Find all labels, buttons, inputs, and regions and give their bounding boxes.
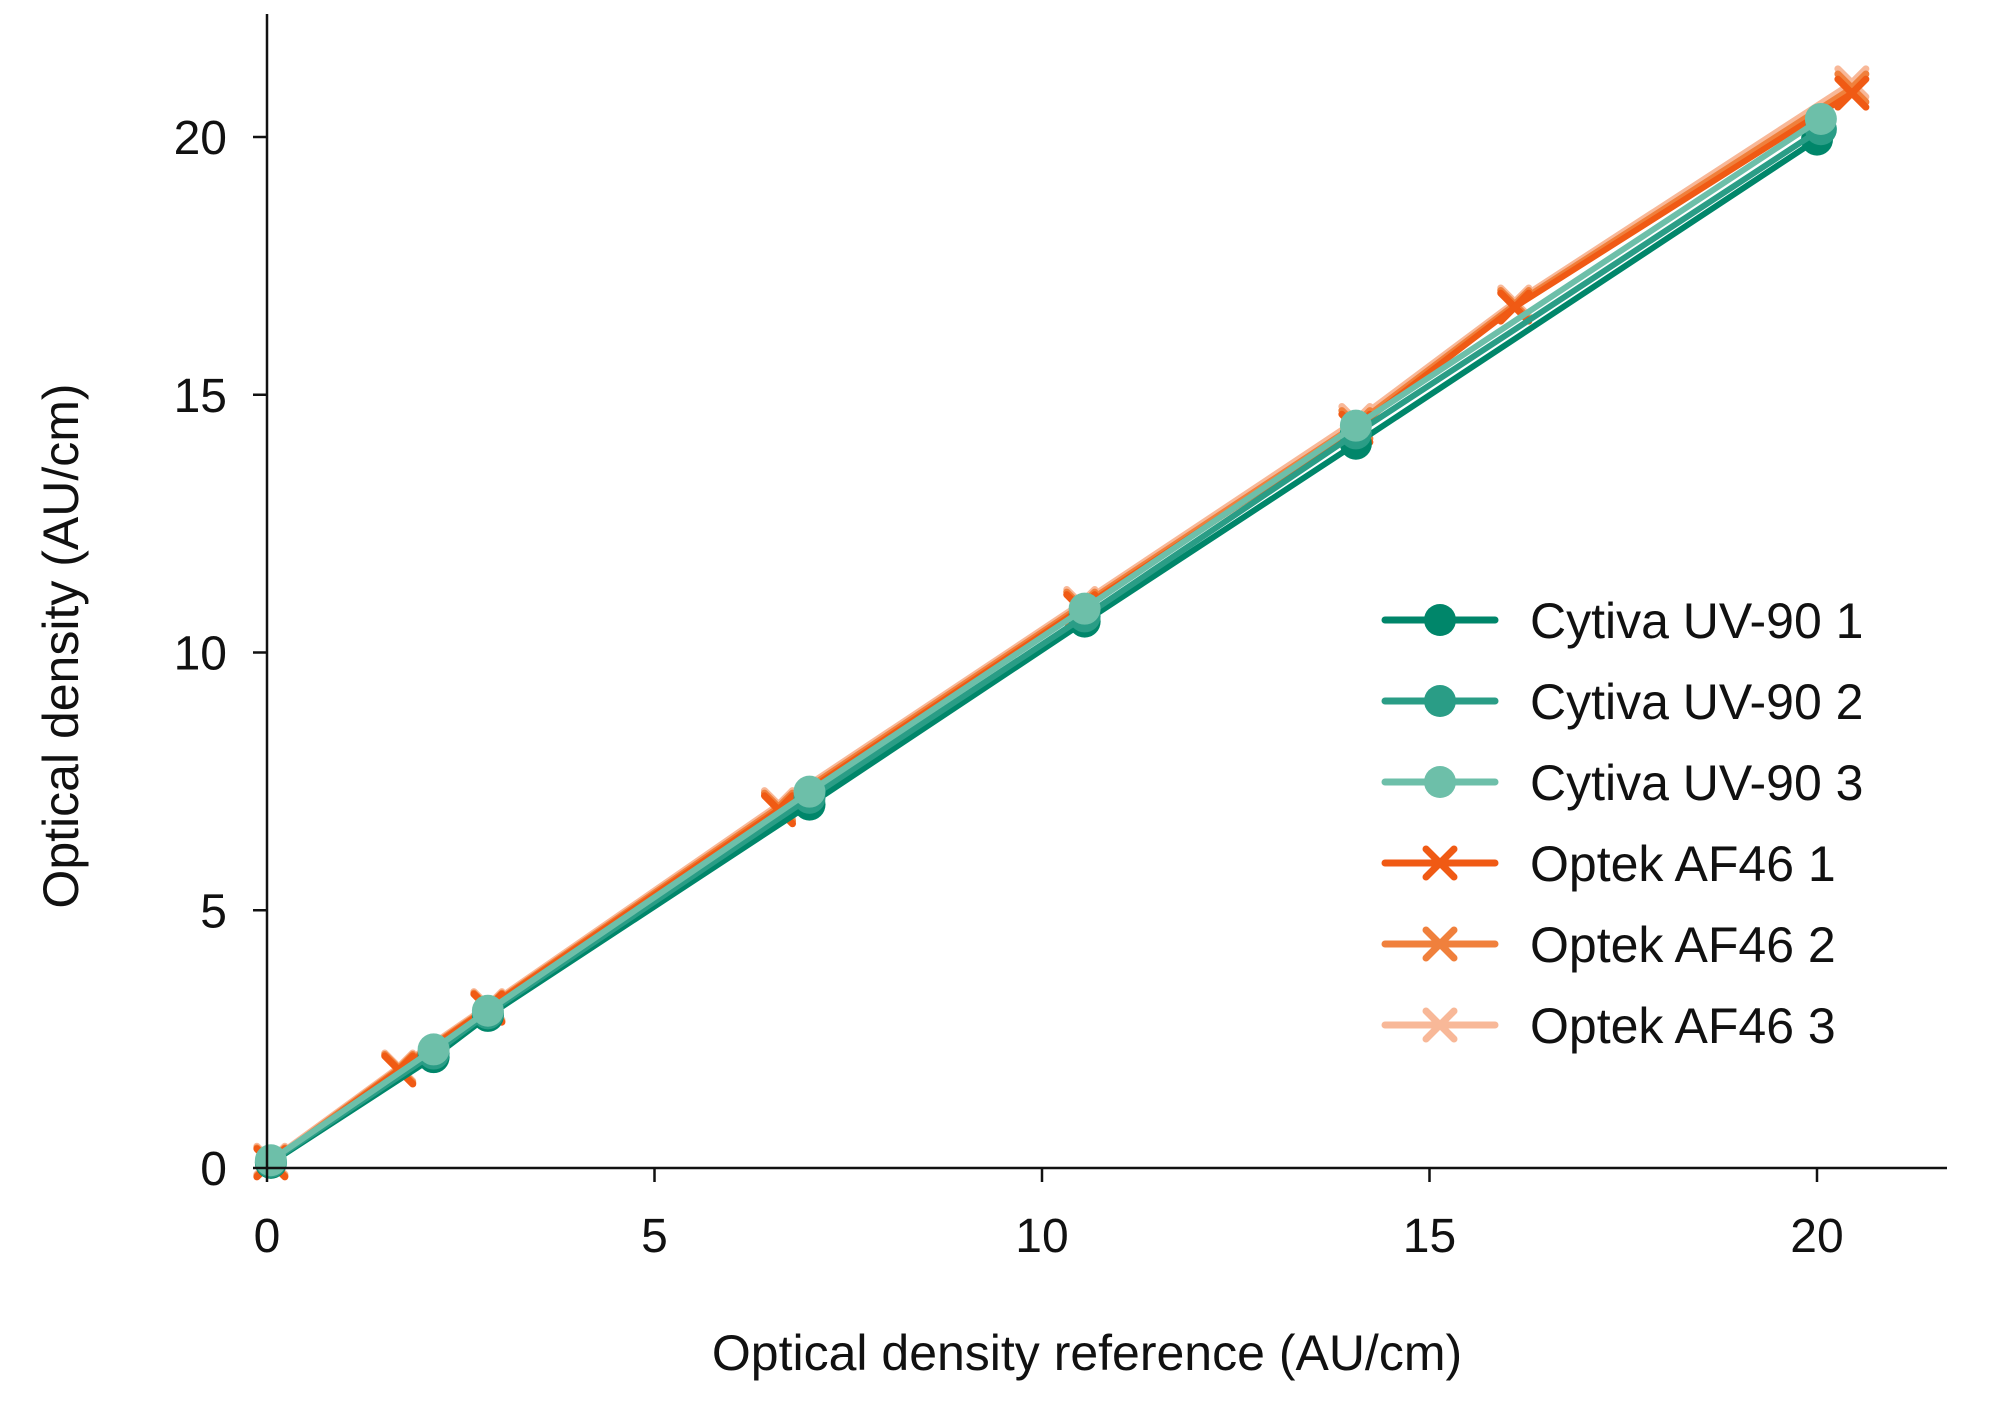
data-point (1834, 75, 1870, 111)
y-tick-label: 5 (200, 885, 227, 938)
data-point (1068, 592, 1101, 625)
legend-label: Optek AF46 2 (1530, 917, 1836, 973)
data-point (1804, 102, 1837, 135)
legend-item: Optek AF46 1 (1381, 836, 1836, 892)
legend-marker (1424, 685, 1456, 717)
x-tick-label: 20 (1790, 1210, 1843, 1263)
y-tick-label: 20 (174, 112, 227, 165)
x-tick-label: 10 (1015, 1210, 1068, 1263)
legend-item: Optek AF46 2 (1381, 917, 1836, 973)
y-axis-title: Optical density (AU/cm) (33, 383, 89, 908)
legend: Cytiva UV-90 1 Cytiva UV-90 2 Cytiva UV-90… (1381, 593, 1863, 1054)
data-point (471, 994, 504, 1027)
legend-item: Cytiva UV-90 2 (1381, 674, 1863, 730)
data-point (1339, 409, 1372, 442)
x-axis-title: Optical density reference (AU/cm) (712, 1325, 1462, 1381)
legend-marker (1422, 845, 1458, 881)
axes: 0 5 10 15 20 0 5 10 15 20 (174, 14, 1947, 1263)
data-point (417, 1033, 450, 1066)
legend-label: Cytiva UV-90 1 (1530, 593, 1863, 649)
legend-item: Cytiva UV-90 1 (1381, 593, 1863, 649)
data-point (793, 775, 826, 808)
x-tick-label: 0 (254, 1210, 281, 1263)
y-tick-label: 15 (174, 370, 227, 423)
x-tick-label: 15 (1403, 1210, 1456, 1263)
legend-label: Optek AF46 1 (1530, 836, 1836, 892)
y-tick-label: 10 (174, 628, 227, 681)
legend-label: Cytiva UV-90 3 (1530, 755, 1863, 811)
plot-area (253, 65, 1870, 1181)
legend-marker (1424, 766, 1456, 798)
legend-item: Cytiva UV-90 3 (1381, 755, 1863, 811)
x-tick-label: 5 (641, 1210, 668, 1263)
series-cytiva-uv-90-3 (254, 102, 1837, 1177)
legend-label: Optek AF46 3 (1530, 998, 1836, 1054)
y-tick-label: 0 (200, 1143, 227, 1196)
legend-item: Optek AF46 3 (1381, 998, 1836, 1054)
y-ticks: 0 5 10 15 20 (174, 112, 267, 1196)
legend-marker (1422, 1007, 1458, 1043)
legend-marker (1422, 926, 1458, 962)
legend-label: Cytiva UV-90 2 (1530, 674, 1863, 730)
data-point (254, 1144, 287, 1177)
x-ticks: 0 5 10 15 20 (254, 1168, 1844, 1263)
legend-marker (1424, 604, 1456, 636)
